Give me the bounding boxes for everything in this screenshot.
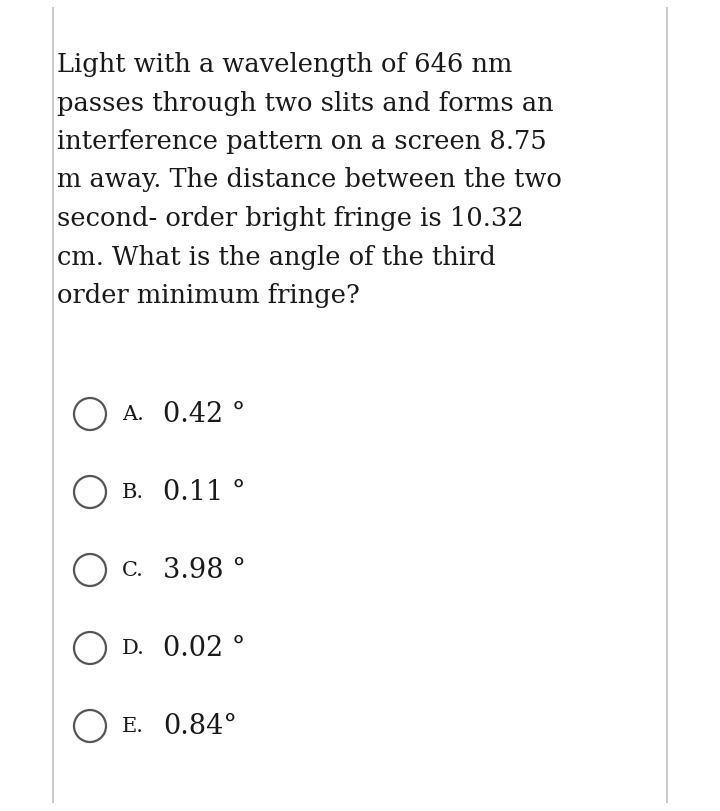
Circle shape <box>74 554 106 586</box>
Text: m away. The distance between the two: m away. The distance between the two <box>57 167 562 192</box>
Text: interference pattern on a screen 8.75: interference pattern on a screen 8.75 <box>57 129 546 154</box>
Text: 0.11 °: 0.11 ° <box>163 479 246 506</box>
Text: cm. What is the angle of the third: cm. What is the angle of the third <box>57 244 496 269</box>
Text: 0.84°: 0.84° <box>163 713 237 740</box>
Text: E.: E. <box>122 717 144 736</box>
Text: 0.42 °: 0.42 ° <box>163 401 246 428</box>
Text: A.: A. <box>122 405 144 424</box>
Text: order minimum fringe?: order minimum fringe? <box>57 283 360 307</box>
Text: 3.98 °: 3.98 ° <box>163 557 246 584</box>
Text: 0.02 °: 0.02 ° <box>163 635 246 662</box>
Circle shape <box>74 476 106 508</box>
Circle shape <box>74 710 106 742</box>
Text: B.: B. <box>122 483 144 502</box>
Text: second- order bright fringe is 10.32: second- order bright fringe is 10.32 <box>57 206 523 230</box>
Text: passes through two slits and forms an: passes through two slits and forms an <box>57 90 554 115</box>
Circle shape <box>74 633 106 664</box>
Text: D.: D. <box>122 639 145 658</box>
Text: C.: C. <box>122 561 144 580</box>
Circle shape <box>74 398 106 431</box>
Text: Light with a wavelength of 646 nm: Light with a wavelength of 646 nm <box>57 52 513 77</box>
